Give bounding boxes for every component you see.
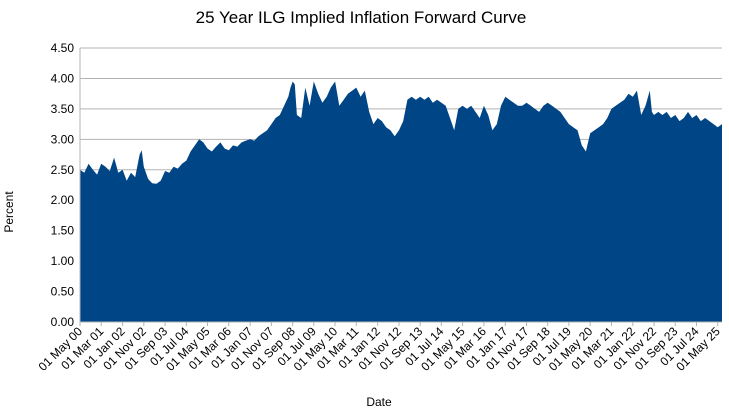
y-axis-label: Percent [2, 191, 16, 233]
y-tick-label: 1.50 [51, 224, 75, 238]
y-tick-label: 4.00 [51, 71, 75, 85]
y-tick-label: 1.00 [51, 254, 75, 268]
y-axis-ticks: 0.00 0.50 1.00 1.50 2.00 2.50 3.00 3.50 4.00 4.50 [51, 41, 75, 329]
y-tick-label: 2.00 [51, 193, 75, 207]
series-area [80, 81, 722, 322]
y-tick-label: 0.50 [51, 285, 75, 299]
y-tick-label: 2.50 [51, 163, 75, 177]
y-tick-label: 3.50 [51, 102, 75, 116]
y-tick-label: 3.00 [51, 132, 75, 146]
y-tick-label: 4.50 [51, 41, 75, 55]
chart-title: 25 Year ILG Implied Inflation Forward Cu… [196, 8, 527, 27]
x-axis-label: Date [366, 395, 392, 409]
y-tick-label: 0.00 [51, 315, 75, 329]
